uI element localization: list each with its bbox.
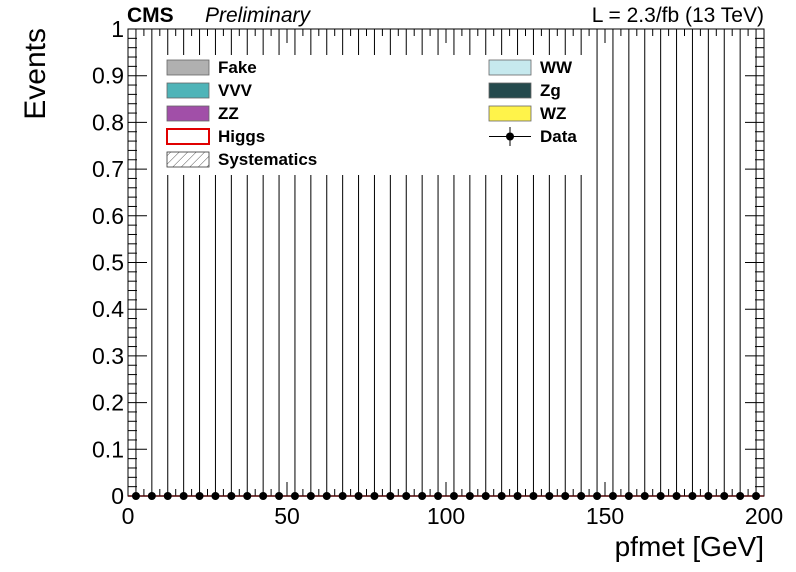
data-point (672, 492, 681, 500)
data-point (163, 492, 172, 500)
data-point (497, 492, 506, 500)
legend-swatch (488, 105, 532, 122)
data-point (481, 492, 490, 500)
data-point (593, 492, 602, 500)
data-point (688, 492, 697, 500)
legend-label: Systematics (218, 150, 317, 169)
data-point (290, 492, 299, 500)
legend-label: Fake (218, 58, 257, 77)
legend-swatch (166, 82, 210, 99)
legend-entry: Systematics (166, 150, 317, 169)
x-axis-title: pfmet [GeV] (615, 531, 764, 562)
legend-label: WZ (540, 104, 566, 123)
data-point (434, 492, 443, 500)
data-point (704, 492, 713, 500)
y-tick-label: 0.7 (92, 156, 124, 182)
data-point (736, 492, 745, 500)
x-tick-label: 150 (586, 503, 624, 529)
data-point (386, 492, 395, 500)
data-points (128, 492, 764, 500)
data-point (131, 492, 140, 500)
legend-swatch (488, 82, 532, 99)
legend-entry: ZZ (166, 104, 239, 123)
y-tick-label: 0.6 (92, 203, 124, 229)
legend-label: VVV (218, 81, 253, 100)
legend-swatch (166, 105, 210, 122)
y-tick-label: 0.3 (92, 343, 124, 369)
legend-entry: Data (489, 127, 577, 146)
data-point (640, 492, 649, 500)
x-tick-label: 50 (274, 503, 300, 529)
data-point (449, 492, 458, 500)
legend-swatch (166, 59, 210, 76)
lumi-label: L = 2.3/fb (13 TeV) (592, 4, 764, 27)
data-point (322, 492, 331, 500)
data-point (147, 492, 156, 500)
data-point (211, 492, 220, 500)
y-tick-label: 0.8 (92, 109, 124, 135)
data-point (513, 492, 522, 500)
y-tick-label: 0 (111, 483, 124, 509)
legend-entry: Fake (166, 58, 257, 77)
legend: Fake WW VVV Zg ZZ WZ Higgs Data Systematics (166, 58, 577, 169)
legend-label: Higgs (218, 127, 265, 146)
legend-entry: WZ (488, 104, 566, 123)
data-point (306, 492, 315, 500)
legend-label: Zg (540, 81, 561, 100)
legend-swatch (166, 128, 210, 145)
data-point (195, 492, 204, 500)
y-tick-label: 0.5 (92, 250, 124, 276)
data-point (561, 492, 570, 500)
data-point (656, 492, 665, 500)
legend-entry: Zg (488, 81, 561, 100)
y-axis-title: Events (19, 28, 52, 120)
status-label: Preliminary (205, 4, 312, 27)
y-tick-label: 0.2 (92, 390, 124, 416)
data-point (465, 492, 474, 500)
axes: 0 0.1 0.2 0.3 0.4 0.5 0.6 0.7 0.8 0.9 1 0 50 100 150 20… (92, 16, 783, 529)
legend-entry: Higgs (166, 127, 265, 146)
x-tick-label: 0 (122, 503, 135, 529)
data-point (418, 492, 427, 500)
data-point (529, 492, 538, 500)
data-point (227, 492, 236, 500)
x-tick-label: 100 (427, 503, 465, 529)
data-point (338, 492, 347, 500)
y-tick-label: 1 (111, 16, 124, 42)
data-point (624, 492, 633, 500)
data-point (275, 492, 284, 500)
data-point (545, 492, 554, 500)
legend-label: WW (540, 58, 573, 77)
legend-label: Data (540, 127, 577, 146)
experiment-label: CMS (127, 4, 174, 27)
data-point (259, 492, 268, 500)
legend-entry: WW (488, 58, 573, 77)
data-point (402, 492, 411, 500)
y-tick-label: 0.9 (92, 63, 124, 89)
legend-swatch (166, 151, 210, 168)
legend-entry: VVV (166, 81, 253, 100)
data-point (243, 492, 252, 500)
data-point (752, 492, 761, 500)
x-tick-label: 200 (745, 503, 783, 529)
data-point (720, 492, 729, 500)
legend-swatch (488, 59, 532, 76)
data-point (577, 492, 586, 500)
data-point (370, 492, 379, 500)
legend-label: ZZ (218, 104, 239, 123)
y-tick-label: 0.4 (92, 296, 124, 322)
data-point (608, 492, 617, 500)
data-point (179, 492, 188, 500)
legend-marker (506, 132, 514, 141)
y-tick-label: 0.1 (92, 436, 124, 462)
data-point (354, 492, 363, 500)
